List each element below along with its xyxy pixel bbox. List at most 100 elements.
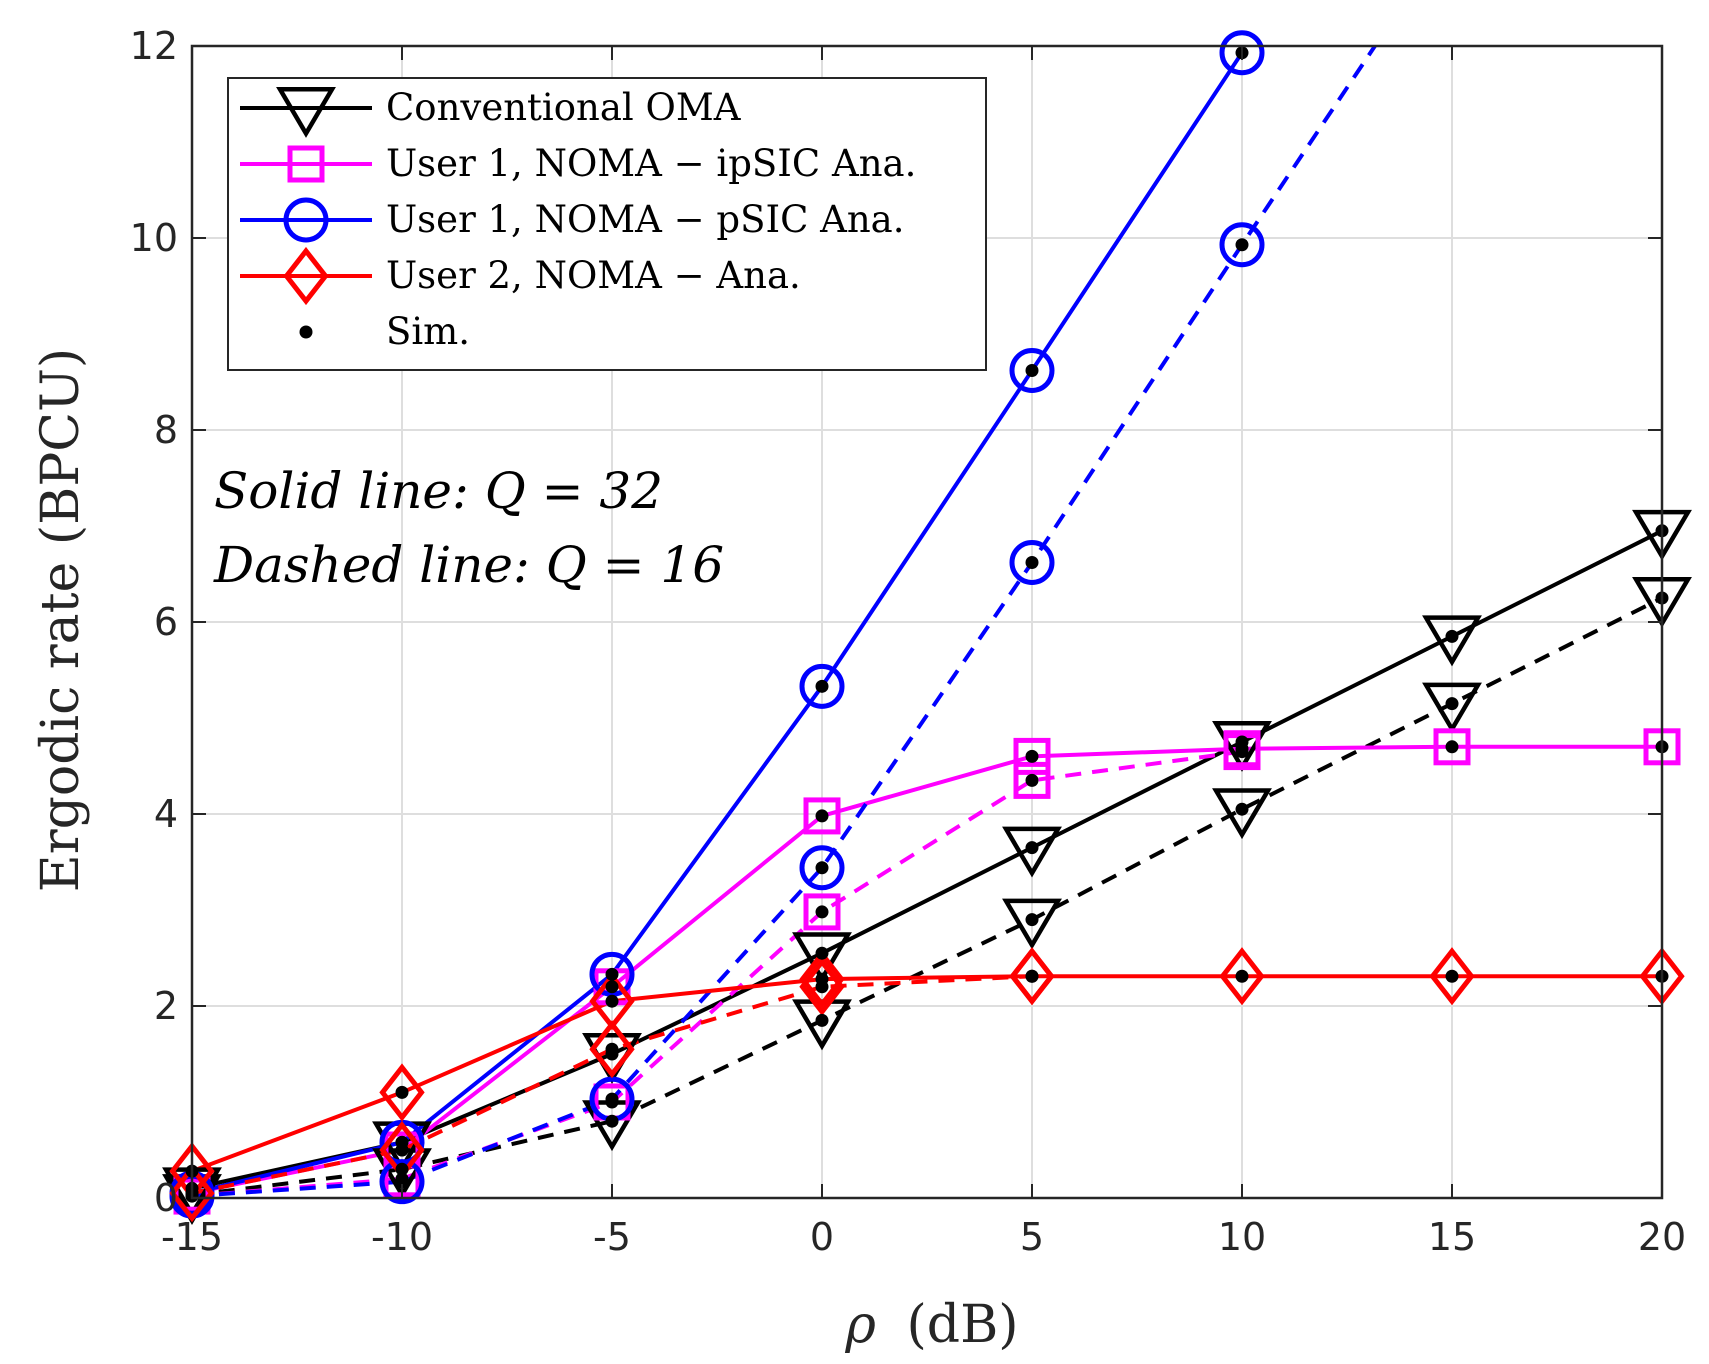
- sim-point: [395, 1175, 409, 1189]
- series-7-point-marker: [799, 957, 845, 1016]
- sim-point: [815, 809, 829, 823]
- y-tick-label: 0: [154, 1176, 178, 1220]
- series-4-point-marker: [589, 951, 635, 997]
- series-5-point-marker: [799, 845, 845, 891]
- sim-point: [1445, 629, 1459, 643]
- sim-point: [605, 994, 619, 1008]
- sim-point: [1445, 697, 1459, 711]
- sim-point: [395, 1143, 409, 1157]
- series-6-point-marker: [1429, 947, 1475, 1006]
- series-6-point-marker: [1219, 947, 1265, 1006]
- x-tick-label: -5: [593, 1215, 631, 1259]
- series-4-point-marker: [1009, 347, 1055, 393]
- legend-label-oma: Conventional OMA: [386, 86, 742, 129]
- sim-point: [1445, 740, 1459, 754]
- annotation-dashed-line: Dashed line: Q = 16: [213, 536, 724, 594]
- series-6-point-marker: [379, 1063, 425, 1122]
- sim-point: [815, 905, 829, 919]
- series-markers: [162, 30, 1692, 1226]
- annotation-solid-line: Solid line: Q = 32: [214, 462, 663, 520]
- x-axis-unit: (dB): [907, 1295, 1019, 1355]
- sim-point: [1025, 749, 1039, 763]
- series-7-point-marker: [589, 1020, 635, 1079]
- sim-point: [1025, 555, 1039, 569]
- axes: [190, 44, 1664, 1200]
- sim-point: [815, 1013, 829, 1027]
- x-tick-label: 5: [1020, 1215, 1044, 1259]
- series-3-point-marker: [803, 893, 841, 931]
- sim-point: [815, 679, 829, 693]
- sim-point: [1025, 773, 1039, 787]
- sim-point: [1235, 969, 1249, 983]
- legend-samples: [240, 87, 372, 339]
- sim-point: [1235, 802, 1249, 816]
- x-tick-label: 10: [1218, 1215, 1266, 1259]
- legend-label-sim: Sim.: [386, 310, 470, 353]
- sim-point: [1025, 841, 1039, 855]
- series-line-1: [192, 596, 1662, 1198]
- sim-point: [1235, 238, 1249, 252]
- series-1-point-marker: [1212, 788, 1272, 840]
- series-line-0: [192, 529, 1662, 1191]
- sim-point: [1235, 745, 1249, 759]
- sim-point: [1025, 913, 1039, 927]
- series-5-point-marker: [1009, 539, 1055, 585]
- sim-point: [815, 861, 829, 875]
- plot-frame: [190, 44, 1664, 1200]
- legend-marker-4: [299, 325, 313, 339]
- legend-label-user1-psic: User 1, NOMA − pSIC Ana.: [386, 198, 905, 241]
- series-line-3: [192, 749, 1243, 1198]
- sim-point: [395, 1162, 409, 1176]
- legend-marker-3: [283, 246, 329, 306]
- series-2-point-marker: [803, 797, 841, 835]
- series-6-point-marker: [799, 950, 845, 1009]
- series-7-point-marker: [169, 1164, 215, 1223]
- series-1-point-marker: [1002, 898, 1062, 950]
- y-tick-label: 2: [154, 984, 178, 1028]
- series-5-point-marker: [1219, 222, 1265, 268]
- x-tick-label: 20: [1638, 1215, 1686, 1259]
- sim-point: [815, 946, 829, 960]
- legend-label-user2: User 2, NOMA − Ana.: [386, 254, 801, 297]
- sim-point: [1025, 969, 1039, 983]
- series-7-point-marker: [1009, 947, 1055, 1006]
- series-0-point-marker: [1002, 826, 1062, 878]
- legend-marker-0: [276, 87, 336, 138]
- series-line-4: [192, 51, 1244, 1196]
- legend: Conventional OMA User 1, NOMA − ipSIC An…: [227, 77, 987, 371]
- series-line-2: [192, 744, 1662, 1196]
- sim-point: [605, 1042, 619, 1056]
- series-4-point-marker: [1219, 30, 1265, 76]
- x-tick-label: -15: [161, 1215, 223, 1259]
- series-5-point-marker: [379, 1159, 425, 1205]
- series-0-point-marker: [792, 932, 852, 984]
- legend-marker-1: [287, 145, 325, 183]
- sim-point: [815, 980, 829, 994]
- y-axis-title: Ergodic rate (BPCU): [31, 348, 91, 892]
- x-axis-title: ρ (dB): [844, 1295, 1018, 1355]
- x-axis-symbol: ρ: [844, 1295, 876, 1355]
- series-line-6: [192, 974, 1662, 1173]
- tick-labels: -15 -10 -5 0 5 10 15 20 0 2 4 6 8 10 12: [130, 24, 1687, 1259]
- series-2-point-marker: [1433, 728, 1471, 766]
- sim-point: [605, 967, 619, 981]
- series-0-point-marker: [1212, 721, 1272, 772]
- x-tick-label: 15: [1428, 1215, 1476, 1259]
- series-4-point-marker: [799, 663, 845, 709]
- y-tick-label: 12: [130, 24, 178, 68]
- y-tick-label: 4: [154, 792, 178, 836]
- series-2-point-marker: [1013, 737, 1051, 775]
- y-tick-label: 6: [154, 600, 178, 644]
- series-0-point-marker: [1422, 615, 1482, 667]
- sim-point: [1445, 969, 1459, 983]
- sim-point: [605, 1114, 619, 1128]
- sim-point: [605, 980, 619, 994]
- x-tick-label: 0: [810, 1215, 834, 1259]
- sim-point: [605, 1092, 619, 1106]
- legend-box: [227, 77, 987, 371]
- legend-label-user1-ipsic: User 1, NOMA − ipSIC Ana.: [386, 142, 916, 185]
- series-3-point-marker: [1013, 761, 1051, 799]
- series-1-point-marker: [1422, 682, 1482, 734]
- y-tick-label: 10: [130, 216, 178, 260]
